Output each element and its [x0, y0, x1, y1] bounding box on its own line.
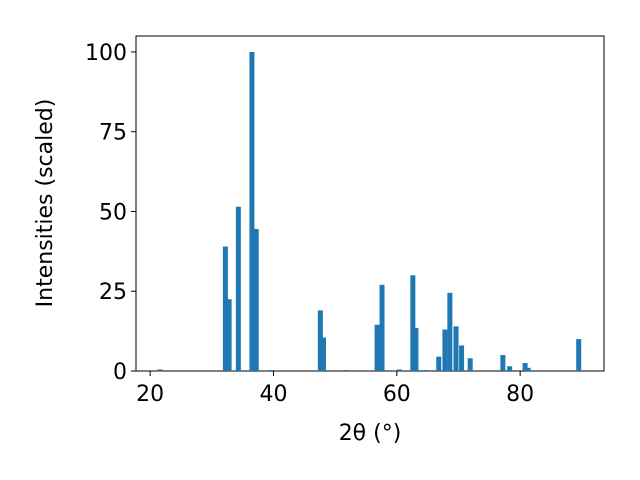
y-tick-label: 0	[113, 360, 127, 385]
bar	[157, 369, 163, 371]
y-tick-label: 25	[99, 280, 127, 305]
y-tick-label: 100	[85, 41, 127, 66]
bar	[447, 292, 453, 371]
bar	[268, 370, 274, 371]
bar	[222, 246, 228, 371]
x-tick-label: 80	[506, 382, 534, 407]
bar	[442, 329, 448, 371]
bar	[374, 324, 380, 371]
bar	[410, 275, 416, 371]
bar	[576, 339, 582, 371]
bar	[436, 356, 442, 371]
bar	[525, 367, 531, 371]
bar	[226, 299, 232, 371]
bar	[379, 284, 385, 371]
y-axis-label: Intensities (scaled)	[33, 99, 58, 308]
bar	[396, 369, 402, 371]
x-tick-label: 60	[383, 382, 411, 407]
bar	[423, 370, 429, 371]
bar	[459, 345, 465, 371]
bar	[249, 51, 255, 371]
x-tick-label: 20	[136, 382, 164, 407]
bar	[453, 326, 459, 371]
bar	[320, 337, 326, 371]
bar	[522, 363, 528, 371]
bar	[507, 366, 513, 371]
x-axis-label: 2θ (°)	[339, 421, 402, 446]
x-tick-label: 40	[260, 382, 288, 407]
bar	[343, 370, 349, 371]
y-tick-label: 50	[99, 200, 127, 225]
bar	[317, 310, 323, 371]
bar	[235, 206, 241, 371]
bar	[467, 358, 473, 371]
y-tick-label: 75	[99, 121, 127, 146]
bar	[253, 229, 259, 371]
bar	[413, 327, 419, 371]
bar	[500, 355, 506, 371]
plot-frame	[135, 35, 605, 372]
